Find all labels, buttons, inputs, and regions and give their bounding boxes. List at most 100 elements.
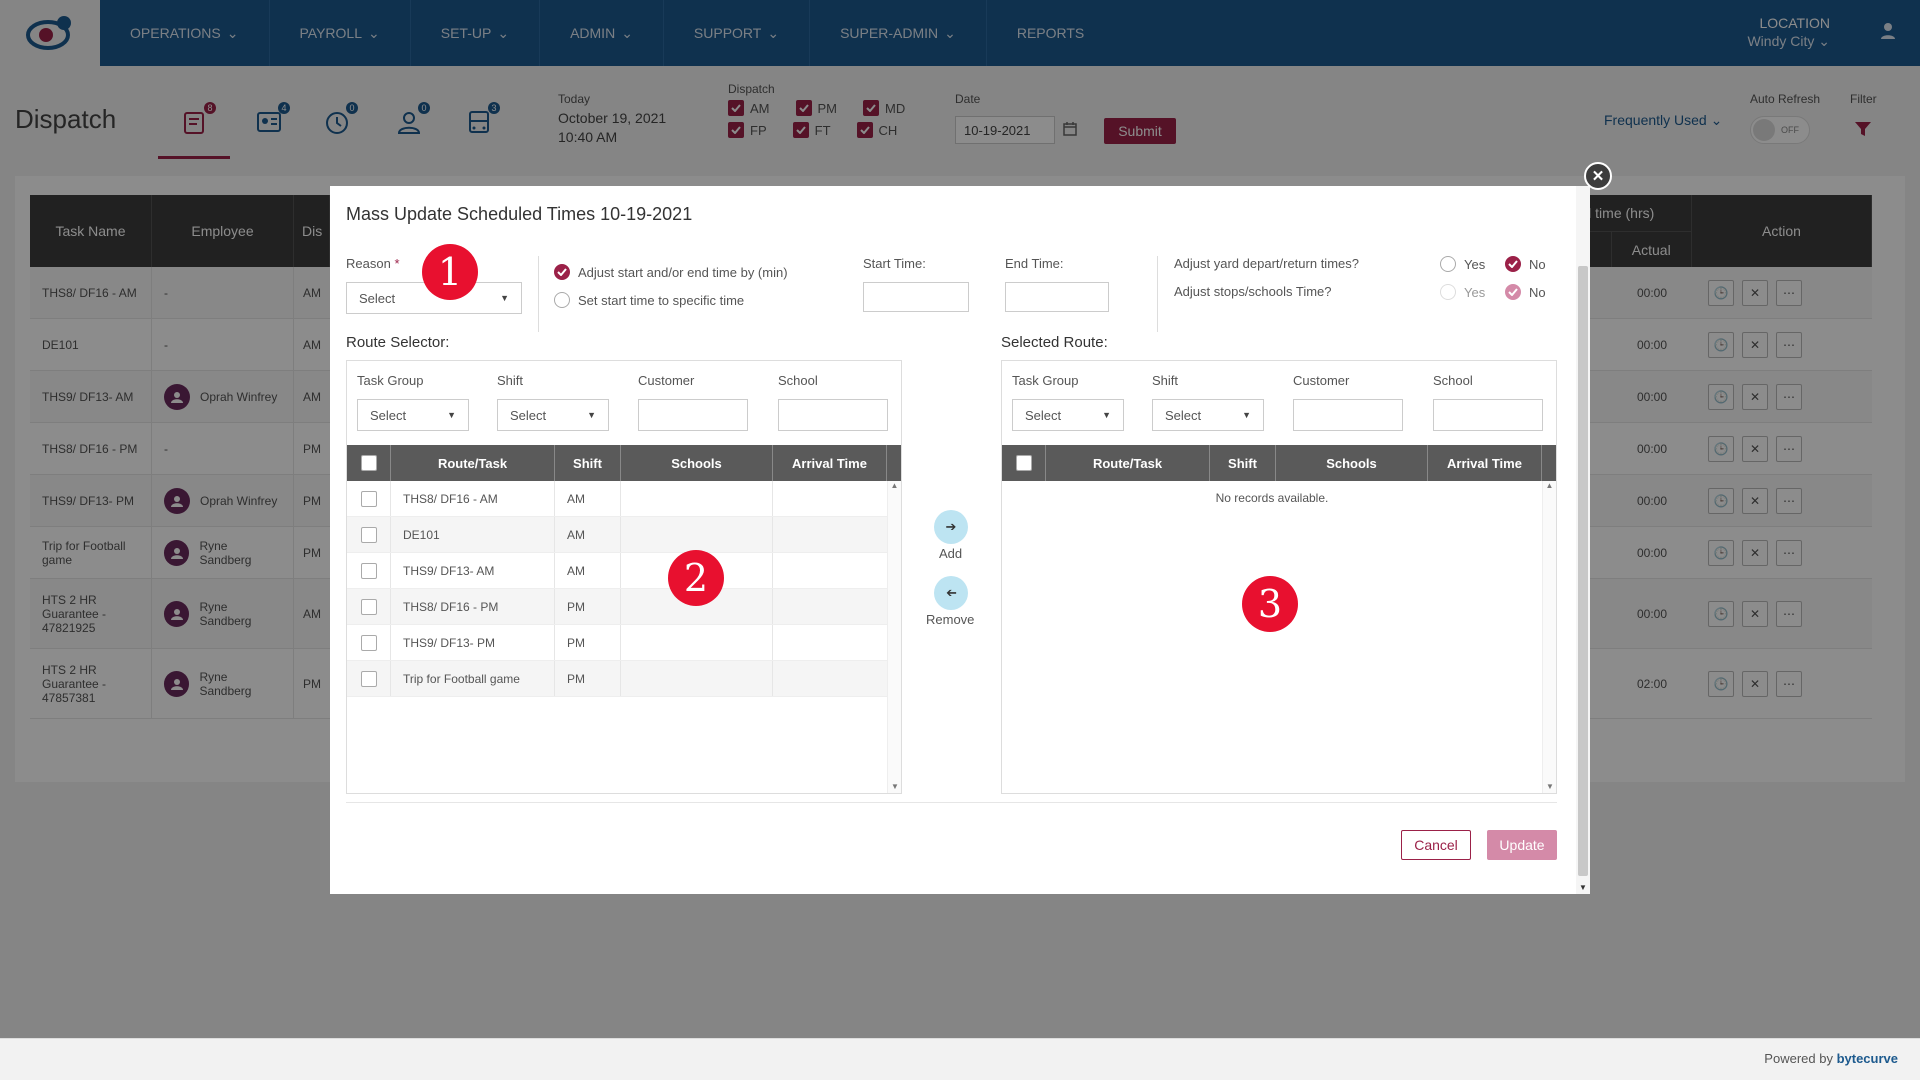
- selected-route-grid: Task Group Shift Customer School Select ▼…: [1001, 360, 1557, 794]
- nav-reports[interactable]: REPORTS: [1016, 25, 1085, 41]
- close-icon[interactable]: ✕: [1742, 487, 1768, 514]
- checkbox-ch[interactable]: CH: [856, 122, 897, 138]
- modal-scrollbar[interactable]: ▼: [1576, 186, 1590, 894]
- route-row[interactable]: THS9/ DF13- AM AM: [347, 553, 887, 589]
- nav-support[interactable]: SUPPORT ⌄: [664, 0, 811, 66]
- more-icon[interactable]: ⋯: [1776, 331, 1802, 358]
- checkbox-am[interactable]: AM: [728, 100, 770, 116]
- route-row-checkbox[interactable]: [347, 589, 391, 624]
- selected-grid-scrollbar[interactable]: ▲ ▼: [1542, 481, 1556, 793]
- route-row[interactable]: THS9/ DF13- PM PM: [347, 625, 887, 661]
- more-icon[interactable]: ⋯: [1776, 539, 1802, 566]
- remove-button[interactable]: ➔: [934, 576, 968, 610]
- frequently-used-dropdown[interactable]: Frequently Used ⌄: [1604, 112, 1723, 128]
- selected-shift-select[interactable]: Select ▼: [1152, 399, 1264, 431]
- selected-task-group-select[interactable]: Select ▼: [1012, 399, 1124, 431]
- clock-tab-icon[interactable]: 0: [318, 102, 358, 142]
- adjust-by-min-radio[interactable]: Adjust start and/or end time by (min): [554, 264, 788, 280]
- school-input[interactable]: [778, 399, 888, 431]
- close-icon[interactable]: ✕: [1742, 279, 1768, 306]
- user-icon[interactable]: [1880, 22, 1896, 43]
- cancel-button[interactable]: Cancel: [1401, 830, 1471, 860]
- nav-payroll[interactable]: PAYROLL ⌄: [270, 0, 411, 66]
- route-row-checkbox[interactable]: [347, 481, 391, 516]
- more-icon[interactable]: ⋯: [1776, 600, 1802, 627]
- route-row-checkbox[interactable]: [347, 553, 391, 588]
- clock-icon[interactable]: 🕒: [1708, 670, 1734, 697]
- caret-down-icon: ▼: [447, 410, 456, 420]
- submit-button[interactable]: Submit: [1104, 118, 1176, 144]
- clock-icon[interactable]: 🕒: [1708, 600, 1734, 627]
- checkbox-fp[interactable]: FP: [728, 122, 767, 138]
- task-name: THS9/ DF13- AM: [30, 371, 152, 422]
- nav-setup[interactable]: SET-UP ⌄: [411, 0, 541, 66]
- close-icon[interactable]: ✕: [1742, 670, 1768, 697]
- clock-icon[interactable]: 🕒: [1708, 539, 1734, 566]
- route-row[interactable]: THS8/ DF16 - PM PM: [347, 589, 887, 625]
- calendar-icon[interactable]: [1063, 121, 1077, 139]
- route-row[interactable]: DE101 AM: [347, 517, 887, 553]
- checkbox-ft[interactable]: FT: [792, 122, 831, 138]
- employee-cell: -: [152, 319, 294, 370]
- end-time-input[interactable]: [1005, 282, 1109, 312]
- selected-select-all-checkbox[interactable]: [1002, 445, 1046, 481]
- checkbox-md[interactable]: MD: [863, 100, 905, 116]
- close-icon[interactable]: ✕: [1742, 331, 1768, 358]
- checkbox-pm[interactable]: PM: [795, 100, 837, 116]
- add-button[interactable]: ➔: [934, 510, 968, 544]
- route-row-checkbox[interactable]: [347, 625, 391, 660]
- yard-yes-radio[interactable]: Yes: [1440, 256, 1485, 272]
- route-schools: [621, 661, 773, 696]
- selected-grid-header: Route/Task Shift Schools Arrival Time: [1002, 445, 1556, 481]
- route-arrival: [773, 517, 887, 552]
- nav-operations[interactable]: OPERATIONS ⌄: [100, 0, 270, 66]
- yard-no-radio[interactable]: No: [1505, 256, 1546, 272]
- nav-super-admin[interactable]: SUPER-ADMIN ⌄: [810, 0, 987, 66]
- selected-school-input[interactable]: [1433, 399, 1543, 431]
- customer-input[interactable]: [638, 399, 748, 431]
- update-button[interactable]: Update: [1487, 830, 1557, 860]
- caret-down-icon: ▼: [1102, 410, 1111, 420]
- shift-cell: AM: [303, 606, 321, 621]
- dispatch-tab-icon[interactable]: 8: [176, 102, 216, 142]
- close-icon[interactable]: ✕: [1584, 162, 1612, 190]
- more-icon[interactable]: ⋯: [1776, 279, 1802, 306]
- clock-icon[interactable]: 🕒: [1708, 331, 1734, 358]
- set-specific-time-radio[interactable]: Set start time to specific time: [554, 292, 744, 308]
- driver-tab-icon[interactable]: 0: [390, 102, 430, 142]
- route-row-checkbox[interactable]: [347, 517, 391, 552]
- date-input[interactable]: 10-19-2021: [955, 116, 1055, 144]
- nav-admin[interactable]: ADMIN ⌄: [540, 0, 664, 66]
- close-icon[interactable]: ✕: [1742, 539, 1768, 566]
- clock-icon[interactable]: 🕒: [1708, 279, 1734, 306]
- more-icon[interactable]: ⋯: [1776, 383, 1802, 410]
- active-tab-indicator: [158, 156, 230, 159]
- close-icon[interactable]: ✕: [1742, 435, 1768, 462]
- close-icon[interactable]: ✕: [1742, 600, 1768, 627]
- clock-icon[interactable]: 🕒: [1708, 435, 1734, 462]
- clock-icon[interactable]: 🕒: [1708, 383, 1734, 410]
- location-selector[interactable]: LOCATION Windy City ⌄: [1747, 15, 1830, 49]
- routes-tab-icon[interactable]: 4: [250, 102, 290, 142]
- more-icon[interactable]: ⋯: [1776, 487, 1802, 514]
- bus-tab-icon[interactable]: 3: [460, 102, 500, 142]
- task-group-select[interactable]: Select ▼: [357, 399, 469, 431]
- scroll-thumb[interactable]: [1578, 266, 1588, 876]
- more-icon[interactable]: ⋯: [1776, 435, 1802, 462]
- stops-yes-radio[interactable]: Yes: [1440, 284, 1485, 300]
- app-logo[interactable]: [0, 0, 100, 66]
- route-row[interactable]: THS8/ DF16 - AM AM: [347, 481, 887, 517]
- auto-refresh-toggle[interactable]: OFF: [1750, 116, 1810, 144]
- close-icon[interactable]: ✕: [1742, 383, 1768, 410]
- select-all-checkbox[interactable]: [347, 445, 391, 481]
- route-row[interactable]: Trip for Football game PM: [347, 661, 887, 697]
- filter-icon[interactable]: [1850, 120, 1877, 141]
- start-time-input[interactable]: [863, 282, 969, 312]
- route-grid-scrollbar[interactable]: ▲ ▼: [887, 481, 901, 793]
- stops-no-radio[interactable]: No: [1505, 284, 1546, 300]
- more-icon[interactable]: ⋯: [1776, 670, 1802, 697]
- clock-icon[interactable]: 🕒: [1708, 487, 1734, 514]
- shift-select[interactable]: Select ▼: [497, 399, 609, 431]
- selected-customer-input[interactable]: [1293, 399, 1403, 431]
- route-row-checkbox[interactable]: [347, 661, 391, 696]
